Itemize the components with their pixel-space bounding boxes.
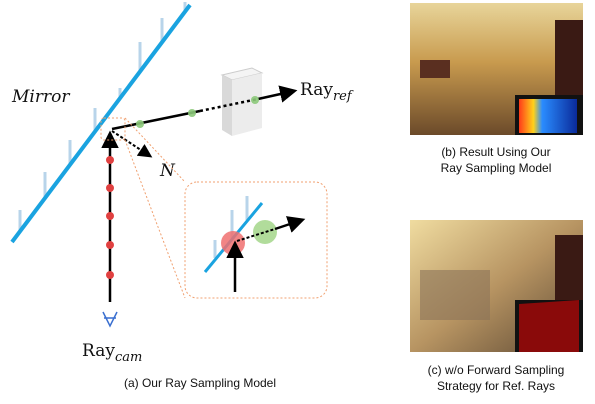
zoom-red-sample	[221, 231, 245, 255]
normal-label: N	[159, 161, 176, 181]
zoom-green-sample	[253, 220, 277, 244]
normal	[112, 131, 150, 156]
result-image	[410, 3, 583, 135]
ray-cam-sub: cam	[115, 350, 142, 365]
ablation-image	[410, 220, 583, 352]
ray-cam-base: Ray	[82, 341, 115, 361]
reflected-ray-end	[258, 91, 294, 99]
caption-a: (a) Our Ray Sampling Model	[124, 376, 276, 390]
mirror-label: Mirror	[11, 87, 70, 107]
ray-ref-sub: ref	[333, 89, 354, 104]
zoom-box	[185, 182, 327, 298]
ray-ref-base: Ray	[300, 80, 333, 100]
caption-c: (c) w/o Forward Sampling	[428, 363, 565, 377]
caption-c: Strategy for Ref. Rays	[437, 379, 555, 393]
ray-ref-label: Rayref	[300, 80, 354, 104]
mirror-plane	[12, 5, 190, 242]
caption-b: (b) Result Using Our	[441, 145, 550, 159]
figure: Mirror Raycam Rayref N (a) Our Ray Sampl…	[0, 0, 595, 404]
camera-icon	[103, 312, 117, 326]
caption-b: Ray Sampling Model	[441, 161, 552, 175]
ray-cam-label: Raycam	[82, 341, 142, 365]
